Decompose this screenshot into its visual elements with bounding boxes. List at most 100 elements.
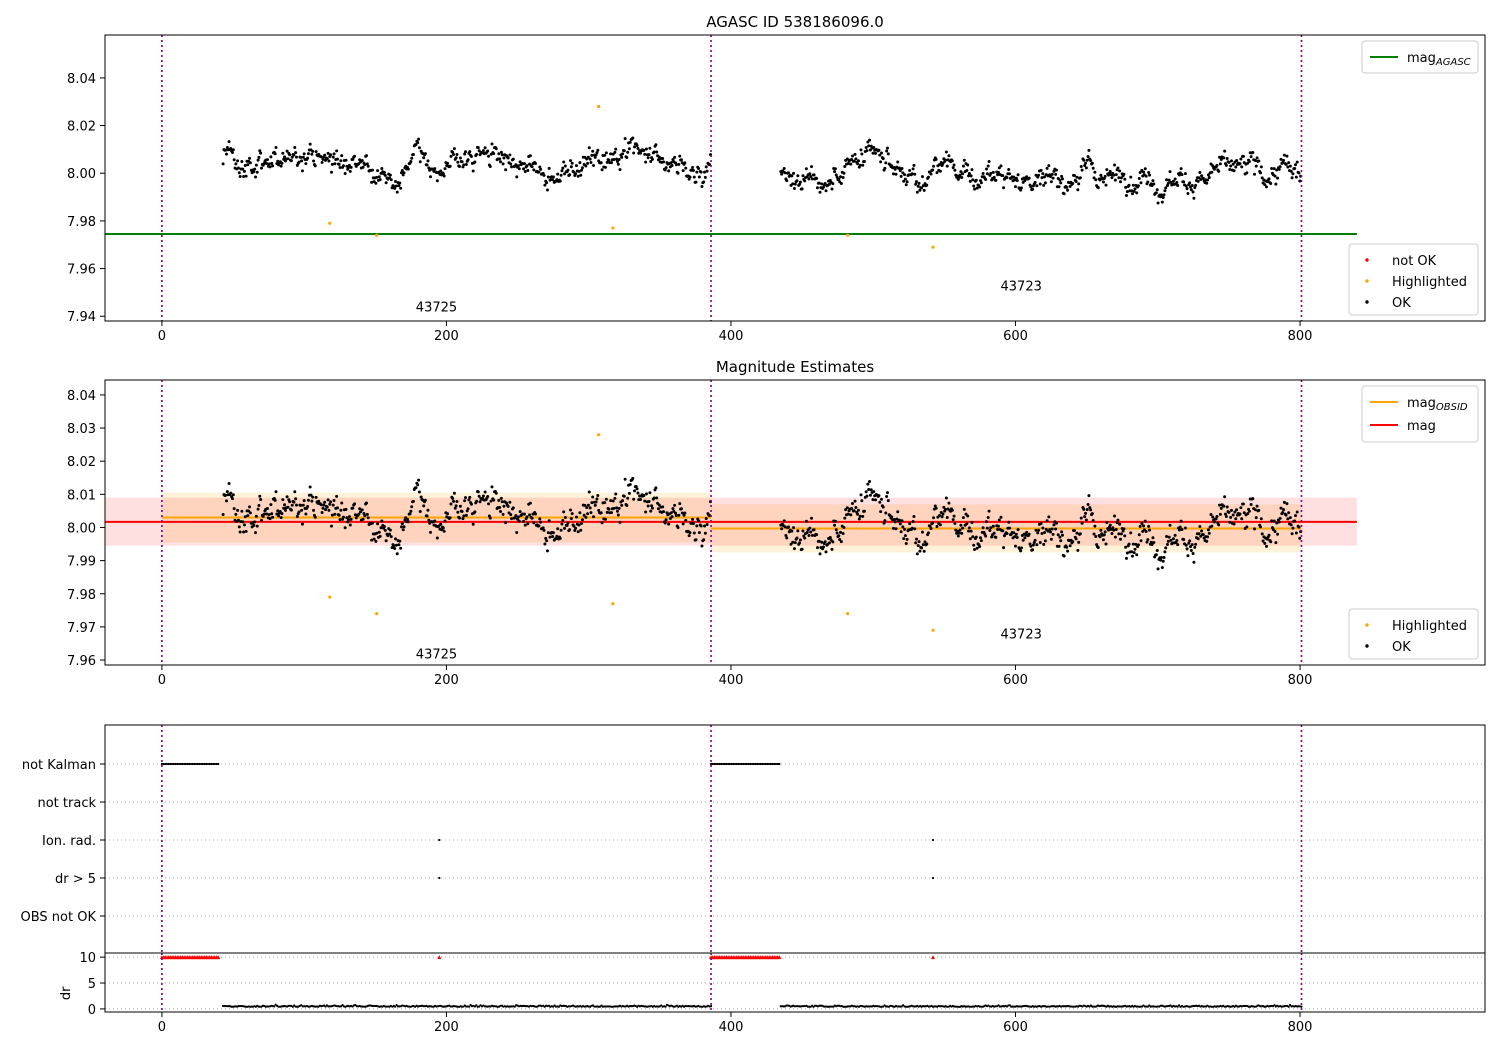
panel1-ok-point bbox=[1101, 180, 1105, 184]
panel1-ok-point bbox=[435, 179, 439, 183]
panel1-ok-point bbox=[678, 154, 682, 158]
panel2-ok-point bbox=[1156, 567, 1160, 571]
panel3-flag-point bbox=[773, 762, 776, 766]
panel2-ok-point bbox=[314, 495, 318, 499]
panel2-ok-point bbox=[1281, 511, 1285, 515]
panel2-ok-point bbox=[671, 507, 675, 511]
panel1-ok-point bbox=[1257, 159, 1261, 163]
panel1-ok-point bbox=[786, 171, 790, 175]
panel1-ok-point bbox=[1110, 176, 1114, 180]
panel1-ok-point bbox=[646, 156, 650, 160]
panel2-ok-point bbox=[792, 547, 796, 551]
panel2-ok-point bbox=[530, 516, 534, 520]
panel2-ok-point bbox=[970, 521, 974, 525]
panel2-ok-point bbox=[1125, 551, 1129, 555]
panel3-flag-point bbox=[735, 762, 738, 766]
panel2-ok-point bbox=[569, 516, 573, 520]
panel2-ok-point bbox=[868, 493, 872, 497]
panel2-ok-point bbox=[522, 519, 526, 523]
panel1-ok-point bbox=[506, 156, 510, 160]
panel2-ok-point bbox=[1145, 540, 1149, 544]
panel1-ok-point bbox=[981, 171, 985, 175]
panel1-ok-point bbox=[818, 190, 822, 194]
panel1-ok-point bbox=[243, 164, 247, 168]
panel3-flag-point bbox=[174, 762, 177, 766]
panel3-flag-point bbox=[162, 762, 165, 766]
panel2-ok-point bbox=[306, 504, 310, 508]
panel3-flag-point bbox=[727, 762, 730, 766]
panel2-ok-point bbox=[691, 522, 695, 526]
panel2-ok-point bbox=[874, 498, 878, 502]
panel1-ok-point bbox=[417, 137, 421, 141]
panel1-ok-point bbox=[632, 151, 636, 155]
panel1-ok-point bbox=[1240, 165, 1244, 169]
panel2-ok-point bbox=[563, 515, 567, 519]
panel2-ok-point bbox=[554, 537, 558, 541]
panel1-ok-point bbox=[831, 182, 835, 186]
panel2-ok-point bbox=[850, 501, 854, 505]
panel2-ok-point bbox=[300, 508, 304, 512]
panel4-dr-point bbox=[273, 1005, 276, 1008]
panel2-ok-point bbox=[1182, 537, 1186, 541]
panel2-ok-point bbox=[340, 501, 344, 505]
panel3-flag-point bbox=[186, 762, 189, 766]
panel2-ok-point bbox=[986, 515, 990, 519]
panel2-ok-point bbox=[1165, 534, 1169, 538]
panel1-ok-point bbox=[644, 147, 648, 151]
panel2-ok-point bbox=[1169, 538, 1173, 542]
panel1-ok-point bbox=[257, 155, 261, 159]
panel1-ok-point bbox=[989, 171, 993, 175]
panel1-ok-point bbox=[796, 174, 800, 178]
panel2-ok-point bbox=[865, 494, 869, 498]
panel2-ok-point bbox=[1103, 530, 1107, 534]
panel2-ok-point bbox=[574, 515, 578, 519]
panel2-ok-point bbox=[478, 500, 482, 504]
panel3-flag-point bbox=[183, 762, 186, 766]
panel1-ok-point bbox=[1091, 166, 1095, 170]
panel2-ok-point bbox=[1031, 543, 1035, 547]
panel2-ok-point bbox=[914, 537, 918, 541]
panel3-flag-point bbox=[167, 762, 170, 766]
panel3-flag-point bbox=[206, 762, 210, 766]
panel1-ok-point bbox=[992, 175, 996, 179]
panel2-legend-marker bbox=[1365, 623, 1369, 627]
panel2-ok-point bbox=[279, 516, 283, 520]
panel1-ok-point bbox=[365, 162, 369, 166]
panel2-ok-point bbox=[1159, 556, 1163, 560]
panel2-ok-point bbox=[625, 504, 629, 508]
panel2-ok-point bbox=[881, 505, 885, 509]
panel2-ok-point bbox=[322, 503, 326, 507]
panel1-ok-point bbox=[1223, 149, 1227, 153]
panel1-ok-point bbox=[358, 158, 362, 162]
panel2-ok-point bbox=[506, 504, 510, 508]
panel1-ok-point bbox=[1159, 193, 1163, 197]
panel1-ok-point bbox=[994, 178, 998, 182]
panel2-ok-point bbox=[1185, 547, 1189, 551]
panel1-ok-point bbox=[1060, 177, 1064, 181]
panel2-ok-point bbox=[830, 547, 834, 551]
panel1-ok-point bbox=[537, 170, 541, 174]
panel2-ok-point bbox=[335, 494, 339, 498]
panel2-ok-point bbox=[265, 507, 269, 511]
panel2-ok-point bbox=[1079, 516, 1083, 520]
panel1-ok-point bbox=[514, 163, 518, 167]
panel1-ok-point bbox=[376, 169, 380, 173]
panel3-flag-point bbox=[715, 762, 718, 766]
panel2-ok-point bbox=[617, 506, 621, 510]
panel1-ok-point bbox=[893, 167, 897, 171]
panel2-ok-point bbox=[987, 509, 991, 513]
panel1-ok-point bbox=[1090, 161, 1094, 165]
panel1-ok-point bbox=[950, 159, 954, 163]
panel1-ok-point bbox=[560, 169, 564, 173]
panel1-ok-point bbox=[574, 164, 578, 168]
panel2-ok-point bbox=[1144, 530, 1148, 534]
panel2-ok-point bbox=[1123, 534, 1127, 538]
panel1-ok-point bbox=[468, 150, 472, 154]
panel1-ok-point bbox=[599, 161, 603, 165]
panel2-ok-point bbox=[1264, 544, 1268, 548]
panel2-ok-point bbox=[1242, 511, 1246, 515]
panel3-flag-point bbox=[217, 762, 220, 766]
panel1-ok-point bbox=[1186, 192, 1190, 196]
panel2-ok-point bbox=[853, 499, 857, 503]
panel2-ok-point bbox=[679, 507, 683, 511]
